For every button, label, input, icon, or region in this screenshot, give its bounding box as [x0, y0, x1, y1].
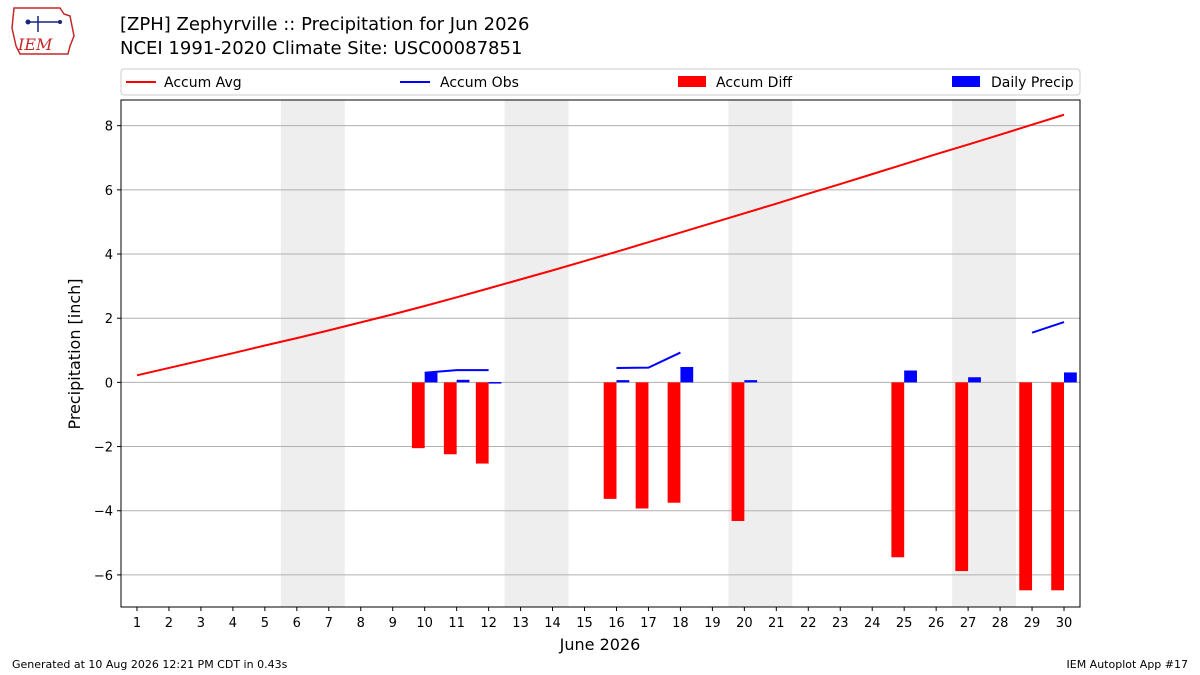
legend-label-accum-obs: Accum Obs [440, 75, 519, 91]
weekend-shade [504, 100, 569, 607]
generated-timestamp: Generated at 10 Aug 2026 12:21 PM CDT in… [12, 658, 288, 671]
x-tick-label: 13 [512, 616, 529, 631]
x-tick-label: 11 [448, 616, 465, 631]
accum-obs-lines [424, 321, 1065, 374]
x-tick-label: 12 [480, 616, 497, 631]
y-tick-label: −4 [94, 505, 113, 520]
x-tick-label: 1 [133, 616, 141, 631]
daily-precip-bar [680, 366, 694, 383]
daily-precip-bar [456, 379, 470, 383]
legend-item-accum-obs: Accum Obs [400, 75, 519, 91]
y-tick-label: 0 [105, 376, 113, 391]
accum-diff-bar [475, 382, 489, 464]
accum-diff-bar [667, 382, 681, 503]
x-tick-label: 22 [800, 616, 817, 631]
svg-text:IEM: IEM [17, 35, 53, 54]
legend-item-accum-diff: Accum Diff [678, 75, 792, 91]
accum-diff-bar [1019, 382, 1033, 591]
daily-precip-bar [424, 372, 438, 383]
accum-diff-bar [603, 382, 617, 499]
x-tick-label: 24 [864, 616, 881, 631]
x-axis-ticks: 1 2 3 4 5 6 7 8 9 10 11 12 13 14 15 16 17 18 19 20 21 22 23 24 2… [133, 607, 1072, 631]
y-axis-ticks: −6 −4 −2 0 2 4 6 8 [94, 120, 121, 584]
x-tick-label: 6 [293, 616, 301, 631]
grid-lines [121, 125, 1080, 576]
x-axis-label: June 2026 [559, 635, 641, 654]
plot-frame [120, 99, 1081, 608]
x-tick-label: 23 [832, 616, 849, 631]
x-tick-label: 4 [229, 616, 237, 631]
accum-obs-segment [616, 351, 681, 369]
y-tick-label: 6 [105, 184, 113, 199]
x-tick-label: 28 [992, 616, 1009, 631]
y-tick-label: −6 [94, 569, 113, 584]
daily-precip-bar [1064, 372, 1077, 383]
x-tick-label: 19 [704, 616, 721, 631]
legend-box [120, 68, 1081, 96]
x-tick-label: 16 [608, 616, 625, 631]
x-tick-label: 25 [896, 616, 913, 631]
accum-diff-bar [635, 382, 649, 509]
accum-obs-segment [1031, 321, 1065, 334]
accum-diff-bar [443, 382, 457, 455]
weekend-shading [280, 100, 1017, 607]
x-tick-label: 9 [389, 616, 397, 631]
x-tick-label: 10 [416, 616, 433, 631]
daily-precip-bar [616, 380, 630, 383]
x-tick-label: 5 [261, 616, 269, 631]
title-line-2: NCEI 1991-2020 Climate Site: USC00087851 [120, 38, 523, 59]
legend-item-accum-avg: Accum Avg [126, 75, 242, 91]
x-tick-label: 2 [165, 616, 173, 631]
y-tick-label: −2 [94, 441, 113, 456]
x-tick-label: 27 [960, 616, 977, 631]
x-tick-label: 18 [672, 616, 689, 631]
legend-label-accum-avg: Accum Avg [164, 75, 242, 91]
weekend-shade [280, 100, 345, 607]
title-line-1: [ZPH] Zephyrville :: Precipitation for J… [120, 14, 530, 35]
accum-diff-bar [1051, 382, 1065, 591]
x-tick-label: 3 [197, 616, 205, 631]
accum-avg-polyline [136, 113, 1065, 377]
app-label: IEM Autoplot App #17 [1066, 658, 1189, 671]
chart-title: [ZPH] Zephyrville :: Precipitation for J… [120, 13, 529, 61]
daily-precip-bars [424, 366, 1077, 384]
daily-precip-bar [488, 382, 502, 384]
legend-label-accum-diff: Accum Diff [716, 75, 792, 91]
accum-diff-bar [731, 382, 745, 522]
y-tick-label: 8 [105, 120, 113, 135]
iem-logo: IEM [11, 7, 75, 55]
y-axis-label: Precipitation [inch] [65, 278, 84, 429]
x-tick-label: 8 [357, 616, 365, 631]
accum-obs-segment [424, 369, 489, 374]
daily-precip-bar [968, 377, 981, 383]
daily-precip-bar [904, 370, 917, 383]
legend: Accum Avg Accum Obs Accum Diff Daily Pre… [120, 68, 1081, 96]
y-tick-label: 4 [105, 248, 113, 263]
accum-diff-bar [411, 382, 425, 449]
x-tick-label: 29 [1024, 616, 1041, 631]
accum-diff-bars [411, 382, 1065, 591]
weekend-shade [728, 100, 793, 607]
accum-avg-line [136, 113, 1065, 377]
x-tick-label: 15 [576, 616, 593, 631]
x-tick-label: 30 [1056, 616, 1073, 631]
daily-precip-bar [744, 380, 758, 383]
y-tick-label: 2 [105, 312, 113, 327]
x-tick-label: 14 [544, 616, 561, 631]
x-tick-label: 17 [640, 616, 657, 631]
accum-diff-bar [955, 382, 969, 572]
x-tick-label: 20 [736, 616, 753, 631]
accum-diff-bar [891, 382, 905, 558]
x-tick-label: 26 [928, 616, 945, 631]
x-tick-label: 7 [325, 616, 333, 631]
legend-label-daily-precip: Daily Precip [991, 75, 1074, 91]
x-tick-label: 21 [768, 616, 785, 631]
legend-item-daily-precip: Daily Precip [952, 75, 1074, 91]
